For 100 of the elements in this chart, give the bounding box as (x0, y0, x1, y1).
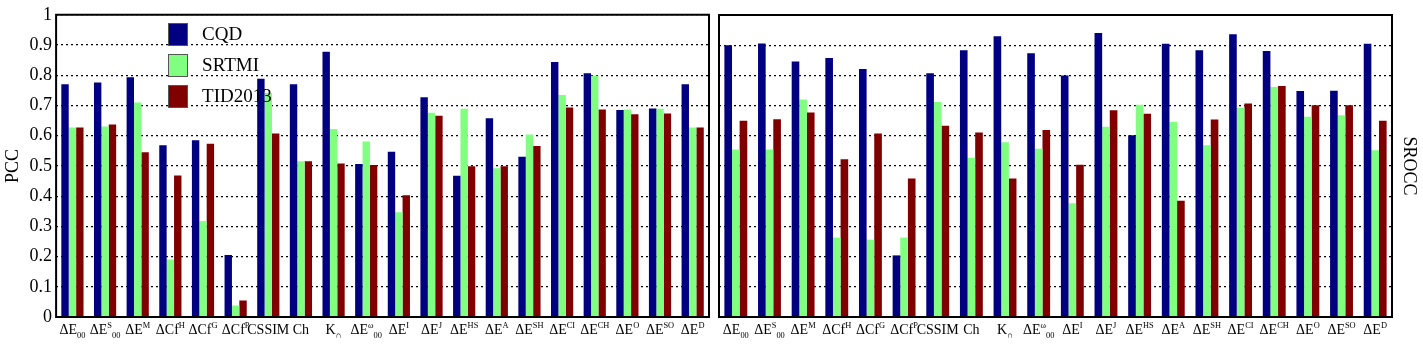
bar (224, 255, 232, 317)
x-tick-label: ΔE$_{00}$ (722, 321, 749, 340)
bar (206, 143, 215, 317)
bar (825, 57, 833, 317)
bar (656, 108, 664, 317)
x-tick-label: ΔE$^{CH}$ (580, 321, 610, 339)
bar (866, 239, 875, 317)
bar (395, 212, 403, 317)
y-tick-label: 0.6 (29, 124, 53, 145)
x-tick-label: ΔE$^{D}$ (680, 321, 705, 339)
bar (648, 108, 657, 317)
bar (959, 50, 968, 317)
bar (533, 145, 541, 317)
bar (1042, 130, 1051, 317)
bar (565, 107, 574, 317)
bar (1270, 86, 1279, 317)
x-tick-label: ΔE$^{CI}$ (1227, 321, 1254, 339)
bar (1262, 50, 1271, 317)
x-tick-label: ΔE$^{D}$ (1363, 321, 1387, 339)
bar (696, 127, 704, 317)
y-tick-label: 0.1 (29, 275, 53, 296)
bar (623, 109, 632, 317)
y-tick-label: 0.2 (29, 245, 53, 266)
bar (485, 118, 494, 317)
x-tick-label: ΔE$^{J}$ (421, 321, 442, 339)
x-tick-label: ΔCf$^{G}$ (188, 321, 218, 339)
bar (616, 109, 624, 317)
bar (1001, 142, 1009, 317)
bar (583, 73, 592, 317)
y-tick-label: 0.4 (29, 184, 53, 205)
x-tick-label: ΔE$^{SO}$ (1327, 321, 1356, 339)
y-tick-label: 0.3 (29, 215, 53, 236)
bar (1210, 119, 1219, 317)
bar (1330, 90, 1338, 317)
x-tick-label: ΔE$^{M}$ (125, 321, 151, 339)
bar (631, 114, 639, 317)
bar (773, 119, 781, 317)
bar (355, 164, 363, 317)
bar (1128, 135, 1136, 317)
bar (724, 45, 733, 317)
bar (799, 99, 807, 317)
x-tick-label: Ch (292, 321, 310, 339)
bar (732, 149, 740, 317)
bar (663, 113, 672, 317)
bar (1363, 43, 1372, 317)
bar (362, 141, 370, 317)
bar (1169, 121, 1178, 317)
bar (791, 61, 800, 317)
bar (1027, 53, 1035, 317)
bar (159, 145, 167, 317)
bar (1008, 178, 1017, 317)
x-tick-label: ΔE$^{HS}$ (450, 321, 479, 339)
y-tick-label: 0.9 (29, 33, 53, 54)
bar (1161, 43, 1170, 317)
bar (926, 73, 934, 317)
bar (141, 152, 149, 317)
x-tick-label: ΔE$^{HS}$ (1125, 321, 1154, 339)
bar (369, 164, 378, 317)
bar (68, 127, 77, 317)
bar (322, 51, 330, 317)
x-tick-label: ΔCf$^{H}$ (822, 321, 852, 339)
x-tick-label: ΔE$^{CI}$ (549, 321, 576, 339)
bar (1094, 33, 1103, 317)
bar (1034, 148, 1043, 317)
bar (967, 157, 976, 317)
bar (688, 127, 697, 317)
bar (739, 120, 748, 317)
bar (1135, 104, 1144, 317)
bar (840, 159, 849, 317)
x-tick-label: ΔE$^{SH}$ (1192, 321, 1222, 339)
bar (166, 259, 175, 317)
x-tick-label: ΔE$^{M}$ (790, 321, 816, 339)
x-tick-label: ΔE$^{A}$ (1161, 321, 1186, 339)
bar (900, 237, 908, 317)
bar (1244, 103, 1253, 317)
bar (435, 115, 443, 317)
x-tick-label: ΔE$^{J}$ (1095, 321, 1117, 339)
y-tick-label: 0.8 (29, 63, 53, 84)
bar (765, 149, 774, 317)
y-tick-label: 0.7 (29, 94, 53, 115)
bar (591, 75, 599, 317)
bar (239, 300, 247, 317)
bar (427, 112, 436, 317)
bar (453, 175, 461, 317)
bar (1371, 150, 1379, 317)
bar (1143, 113, 1152, 317)
x-tick-label: ΔE$_{00}$ (59, 321, 86, 340)
bar (874, 133, 882, 317)
bar (174, 175, 182, 317)
bar (493, 168, 501, 317)
bar (93, 82, 102, 317)
bar (975, 132, 983, 317)
bar (460, 108, 468, 317)
x-tick-label: ΔE$^{SO}$ (645, 321, 675, 339)
bar (297, 161, 305, 317)
y-tick-label: 0 (43, 305, 53, 326)
bar (993, 36, 1002, 317)
bar (1304, 116, 1312, 317)
bar (1177, 200, 1185, 317)
x-tick-label: ΔE$^{CH}$ (1259, 321, 1289, 339)
